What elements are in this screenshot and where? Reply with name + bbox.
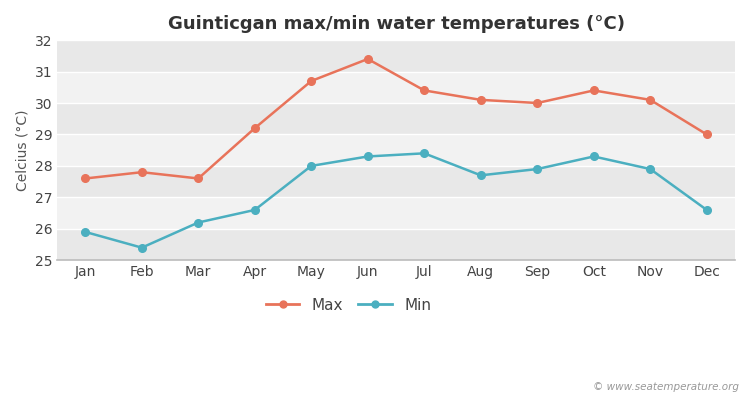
- Bar: [57, 197, 735, 229]
- Text: © www.seatemperature.org: © www.seatemperature.org: [592, 382, 739, 392]
- Legend: Max, Min: Max, Min: [260, 292, 437, 319]
- Y-axis label: Celcius (°C): Celcius (°C): [15, 110, 29, 191]
- Bar: [57, 134, 735, 166]
- Bar: [57, 40, 735, 72]
- Bar: [57, 72, 735, 103]
- Title: Guinticgan max/min water temperatures (°C): Guinticgan max/min water temperatures (°…: [167, 15, 625, 33]
- Bar: [57, 103, 735, 134]
- Bar: [57, 229, 735, 260]
- Bar: [57, 166, 735, 197]
